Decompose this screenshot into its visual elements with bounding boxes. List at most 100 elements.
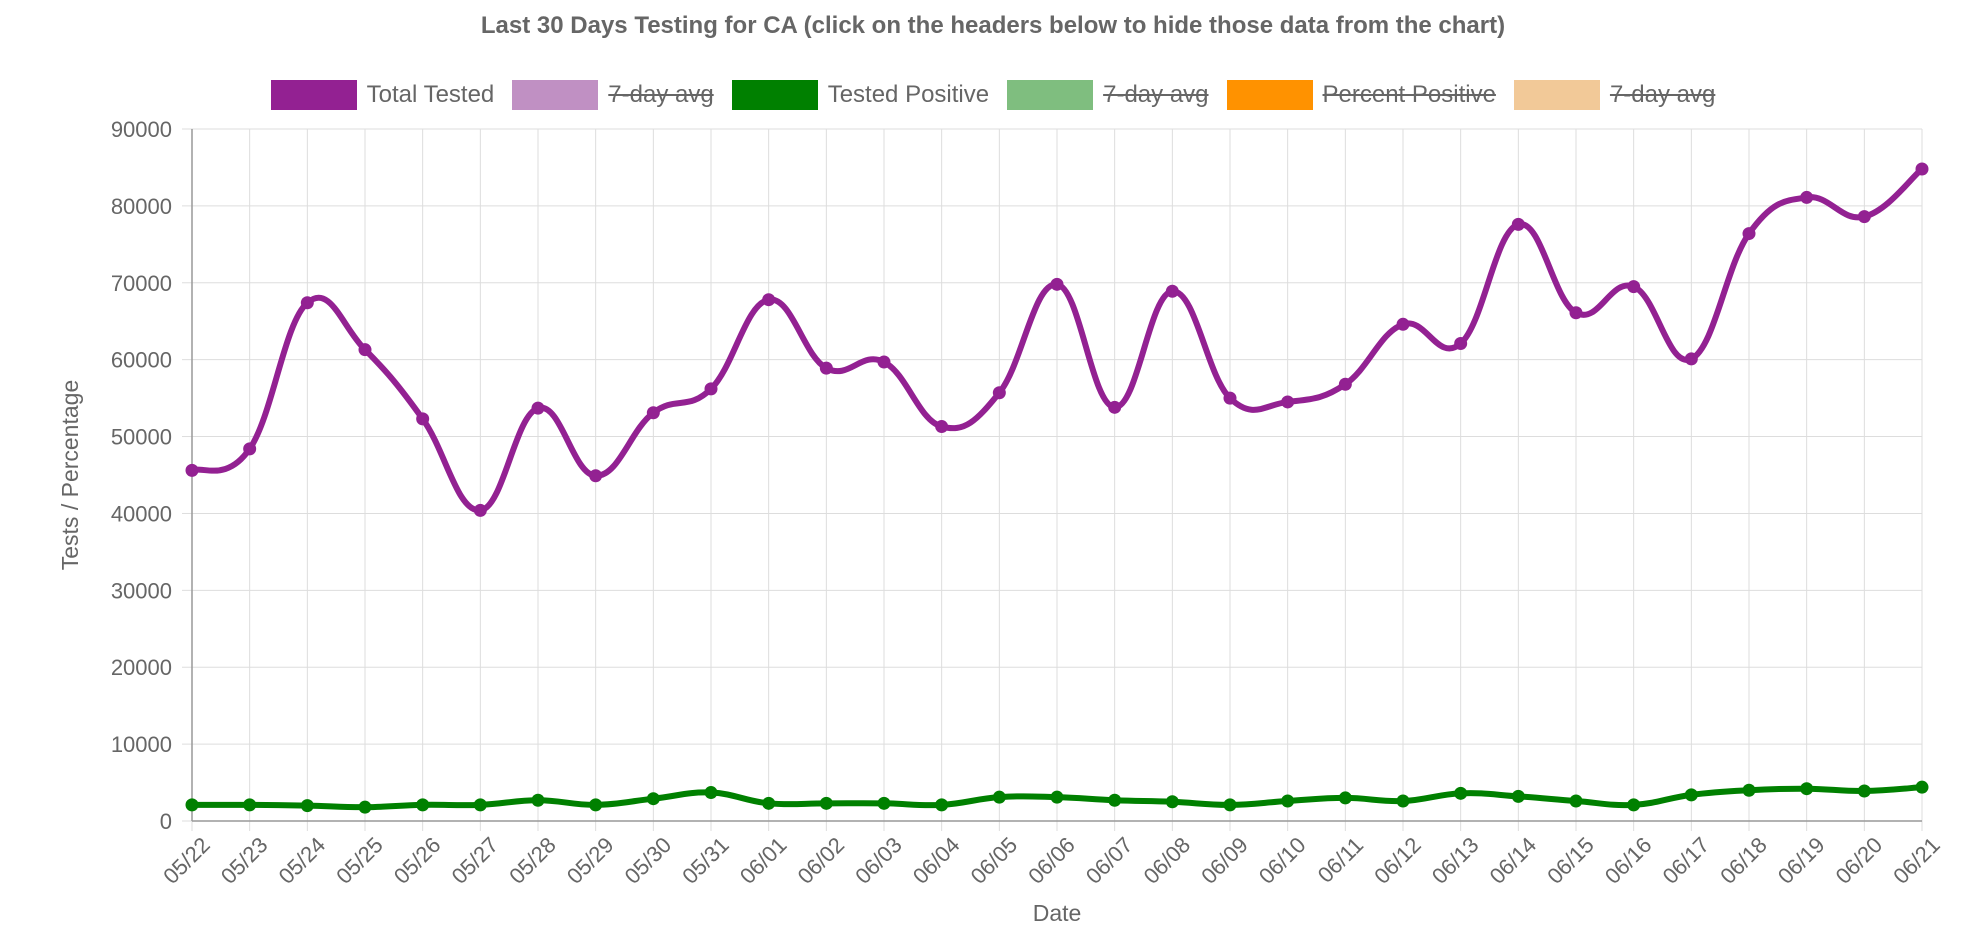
legend-label: 7-day avg xyxy=(1609,81,1716,108)
data-point-tested-positive xyxy=(992,790,1006,804)
data-point-total-tested xyxy=(1108,400,1122,414)
x-tick-label: 05/27 xyxy=(447,832,504,889)
x-tick-label: 06/17 xyxy=(1658,832,1715,889)
x-tick-label: 06/04 xyxy=(908,832,965,889)
data-point-total-tested xyxy=(1915,162,1929,176)
legend-item-0[interactable]: Total Tested xyxy=(270,80,494,110)
chart-legend: Total Tested 7-day avg Tested Positive 7-da… xyxy=(0,80,1986,110)
data-point-tested-positive xyxy=(1742,783,1756,797)
x-tick-label: 05/31 xyxy=(677,832,734,889)
data-point-total-tested xyxy=(877,355,891,369)
data-point-total-tested xyxy=(531,401,545,415)
data-point-total-tested xyxy=(589,469,603,483)
data-point-tested-positive xyxy=(1108,793,1122,807)
data-point-tested-positive xyxy=(1223,798,1237,812)
data-point-tested-positive xyxy=(1684,788,1698,802)
data-point-total-tested xyxy=(1800,190,1814,204)
x-tick-label: 05/29 xyxy=(562,832,619,889)
x-tick-label: 06/19 xyxy=(1773,832,1830,889)
y-tick-label: 0 xyxy=(160,809,172,834)
x-tick-label: 05/22 xyxy=(158,832,215,889)
data-point-total-tested xyxy=(1396,317,1410,331)
legend-label: 7-day avg xyxy=(1103,81,1209,108)
y-tick-label: 20000 xyxy=(111,655,172,680)
x-tick-label: 06/13 xyxy=(1427,832,1484,889)
x-tick-label: 06/03 xyxy=(850,832,907,889)
data-point-tested-positive xyxy=(243,798,257,812)
legend-item-2[interactable]: Tested Positive xyxy=(731,80,990,110)
legend-item-4[interactable]: Percent Positive xyxy=(1226,80,1496,110)
legend-item-1[interactable]: 7-day avg xyxy=(512,80,714,110)
data-point-total-tested xyxy=(300,296,314,310)
data-point-tested-positive xyxy=(1281,794,1295,808)
data-point-total-tested xyxy=(819,361,833,375)
data-point-tested-positive xyxy=(646,792,660,806)
legend-swatch xyxy=(512,80,599,110)
legend-label: 7-day avg xyxy=(608,81,714,108)
data-point-total-tested xyxy=(243,442,257,456)
y-axis-title: Tests / Percentage xyxy=(57,380,83,571)
legend-label: Tested Positive xyxy=(827,81,990,108)
legend-item-5[interactable]: 7-day avg xyxy=(1513,80,1716,110)
legend-item-3[interactable]: 7-day avg xyxy=(1007,80,1209,110)
x-tick-label: 06/10 xyxy=(1254,832,1311,889)
data-point-total-tested xyxy=(473,503,487,517)
data-point-total-tested xyxy=(762,293,776,307)
x-tick-label: 06/11 xyxy=(1313,832,1368,887)
legend-swatch xyxy=(1513,80,1600,110)
legend-swatch xyxy=(731,80,818,110)
data-point-total-tested xyxy=(1569,306,1583,320)
data-point-tested-positive xyxy=(1454,786,1468,800)
legend-swatch xyxy=(1226,80,1313,110)
data-point-tested-positive xyxy=(185,798,199,812)
series-total-tested xyxy=(185,162,1929,517)
data-point-tested-positive xyxy=(473,798,487,812)
x-tick-label: 06/16 xyxy=(1600,832,1657,889)
data-point-tested-positive xyxy=(1165,795,1179,809)
x-tick-label: 06/09 xyxy=(1196,832,1253,889)
data-point-total-tested xyxy=(992,386,1006,400)
data-point-tested-positive xyxy=(1800,782,1814,796)
legend-swatch xyxy=(1007,80,1094,110)
y-tick-label: 60000 xyxy=(111,348,172,373)
chart-title: Last 30 Days Testing for CA (click on th… xyxy=(480,12,1506,39)
y-tick-label: 70000 xyxy=(111,271,172,296)
x-tick-label: 06/21 xyxy=(1888,832,1945,889)
x-tick-label: 06/12 xyxy=(1369,832,1426,889)
x-tick-label: 05/30 xyxy=(620,832,677,889)
x-tick-label: 06/05 xyxy=(966,832,1023,889)
data-point-tested-positive xyxy=(1569,794,1583,808)
x-tick-label: 05/28 xyxy=(504,832,561,889)
y-tick-label: 30000 xyxy=(111,578,172,603)
legend-swatch xyxy=(270,80,357,110)
data-point-total-tested xyxy=(1511,217,1525,231)
x-tick-label: 06/07 xyxy=(1081,832,1138,889)
data-point-total-tested xyxy=(185,463,199,477)
y-tick-label: 50000 xyxy=(111,425,172,450)
legend-label: Percent Positive xyxy=(1322,81,1496,108)
data-point-total-tested xyxy=(704,382,718,396)
data-point-tested-positive xyxy=(416,798,430,812)
data-point-tested-positive xyxy=(1396,794,1410,808)
data-point-total-tested xyxy=(1281,395,1295,409)
grid xyxy=(182,128,1923,831)
x-axis-title: Date xyxy=(1033,900,1082,926)
data-point-tested-positive xyxy=(531,793,545,807)
data-point-tested-positive xyxy=(819,796,833,810)
data-point-total-tested xyxy=(1050,277,1064,291)
data-point-tested-positive xyxy=(1338,791,1352,805)
data-point-total-tested xyxy=(646,406,660,420)
series-tested-positive xyxy=(185,780,1929,814)
data-point-tested-positive xyxy=(1050,790,1064,804)
x-tick-label: 06/02 xyxy=(793,832,850,889)
data-point-tested-positive xyxy=(935,798,949,812)
data-point-total-tested xyxy=(1742,227,1756,241)
data-point-total-tested xyxy=(1165,284,1179,298)
data-point-tested-positive xyxy=(877,796,891,810)
x-tick-label: 05/23 xyxy=(216,832,273,889)
data-point-tested-positive xyxy=(300,799,314,813)
data-point-total-tested xyxy=(1338,377,1352,391)
data-point-tested-positive xyxy=(1627,798,1641,812)
x-tick-label: 06/15 xyxy=(1542,832,1599,889)
